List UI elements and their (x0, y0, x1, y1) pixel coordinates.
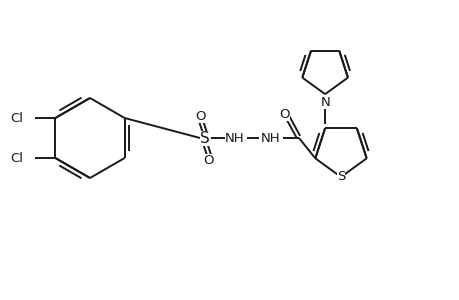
Text: NH: NH (261, 131, 280, 145)
Text: N: N (319, 96, 329, 109)
Text: O: O (279, 107, 290, 121)
Text: S: S (200, 130, 209, 146)
Text: Cl: Cl (11, 112, 23, 124)
Text: O: O (196, 110, 206, 122)
Text: NH: NH (225, 131, 244, 145)
Text: O: O (203, 154, 214, 166)
Text: S: S (336, 170, 344, 184)
Text: Cl: Cl (11, 152, 23, 164)
